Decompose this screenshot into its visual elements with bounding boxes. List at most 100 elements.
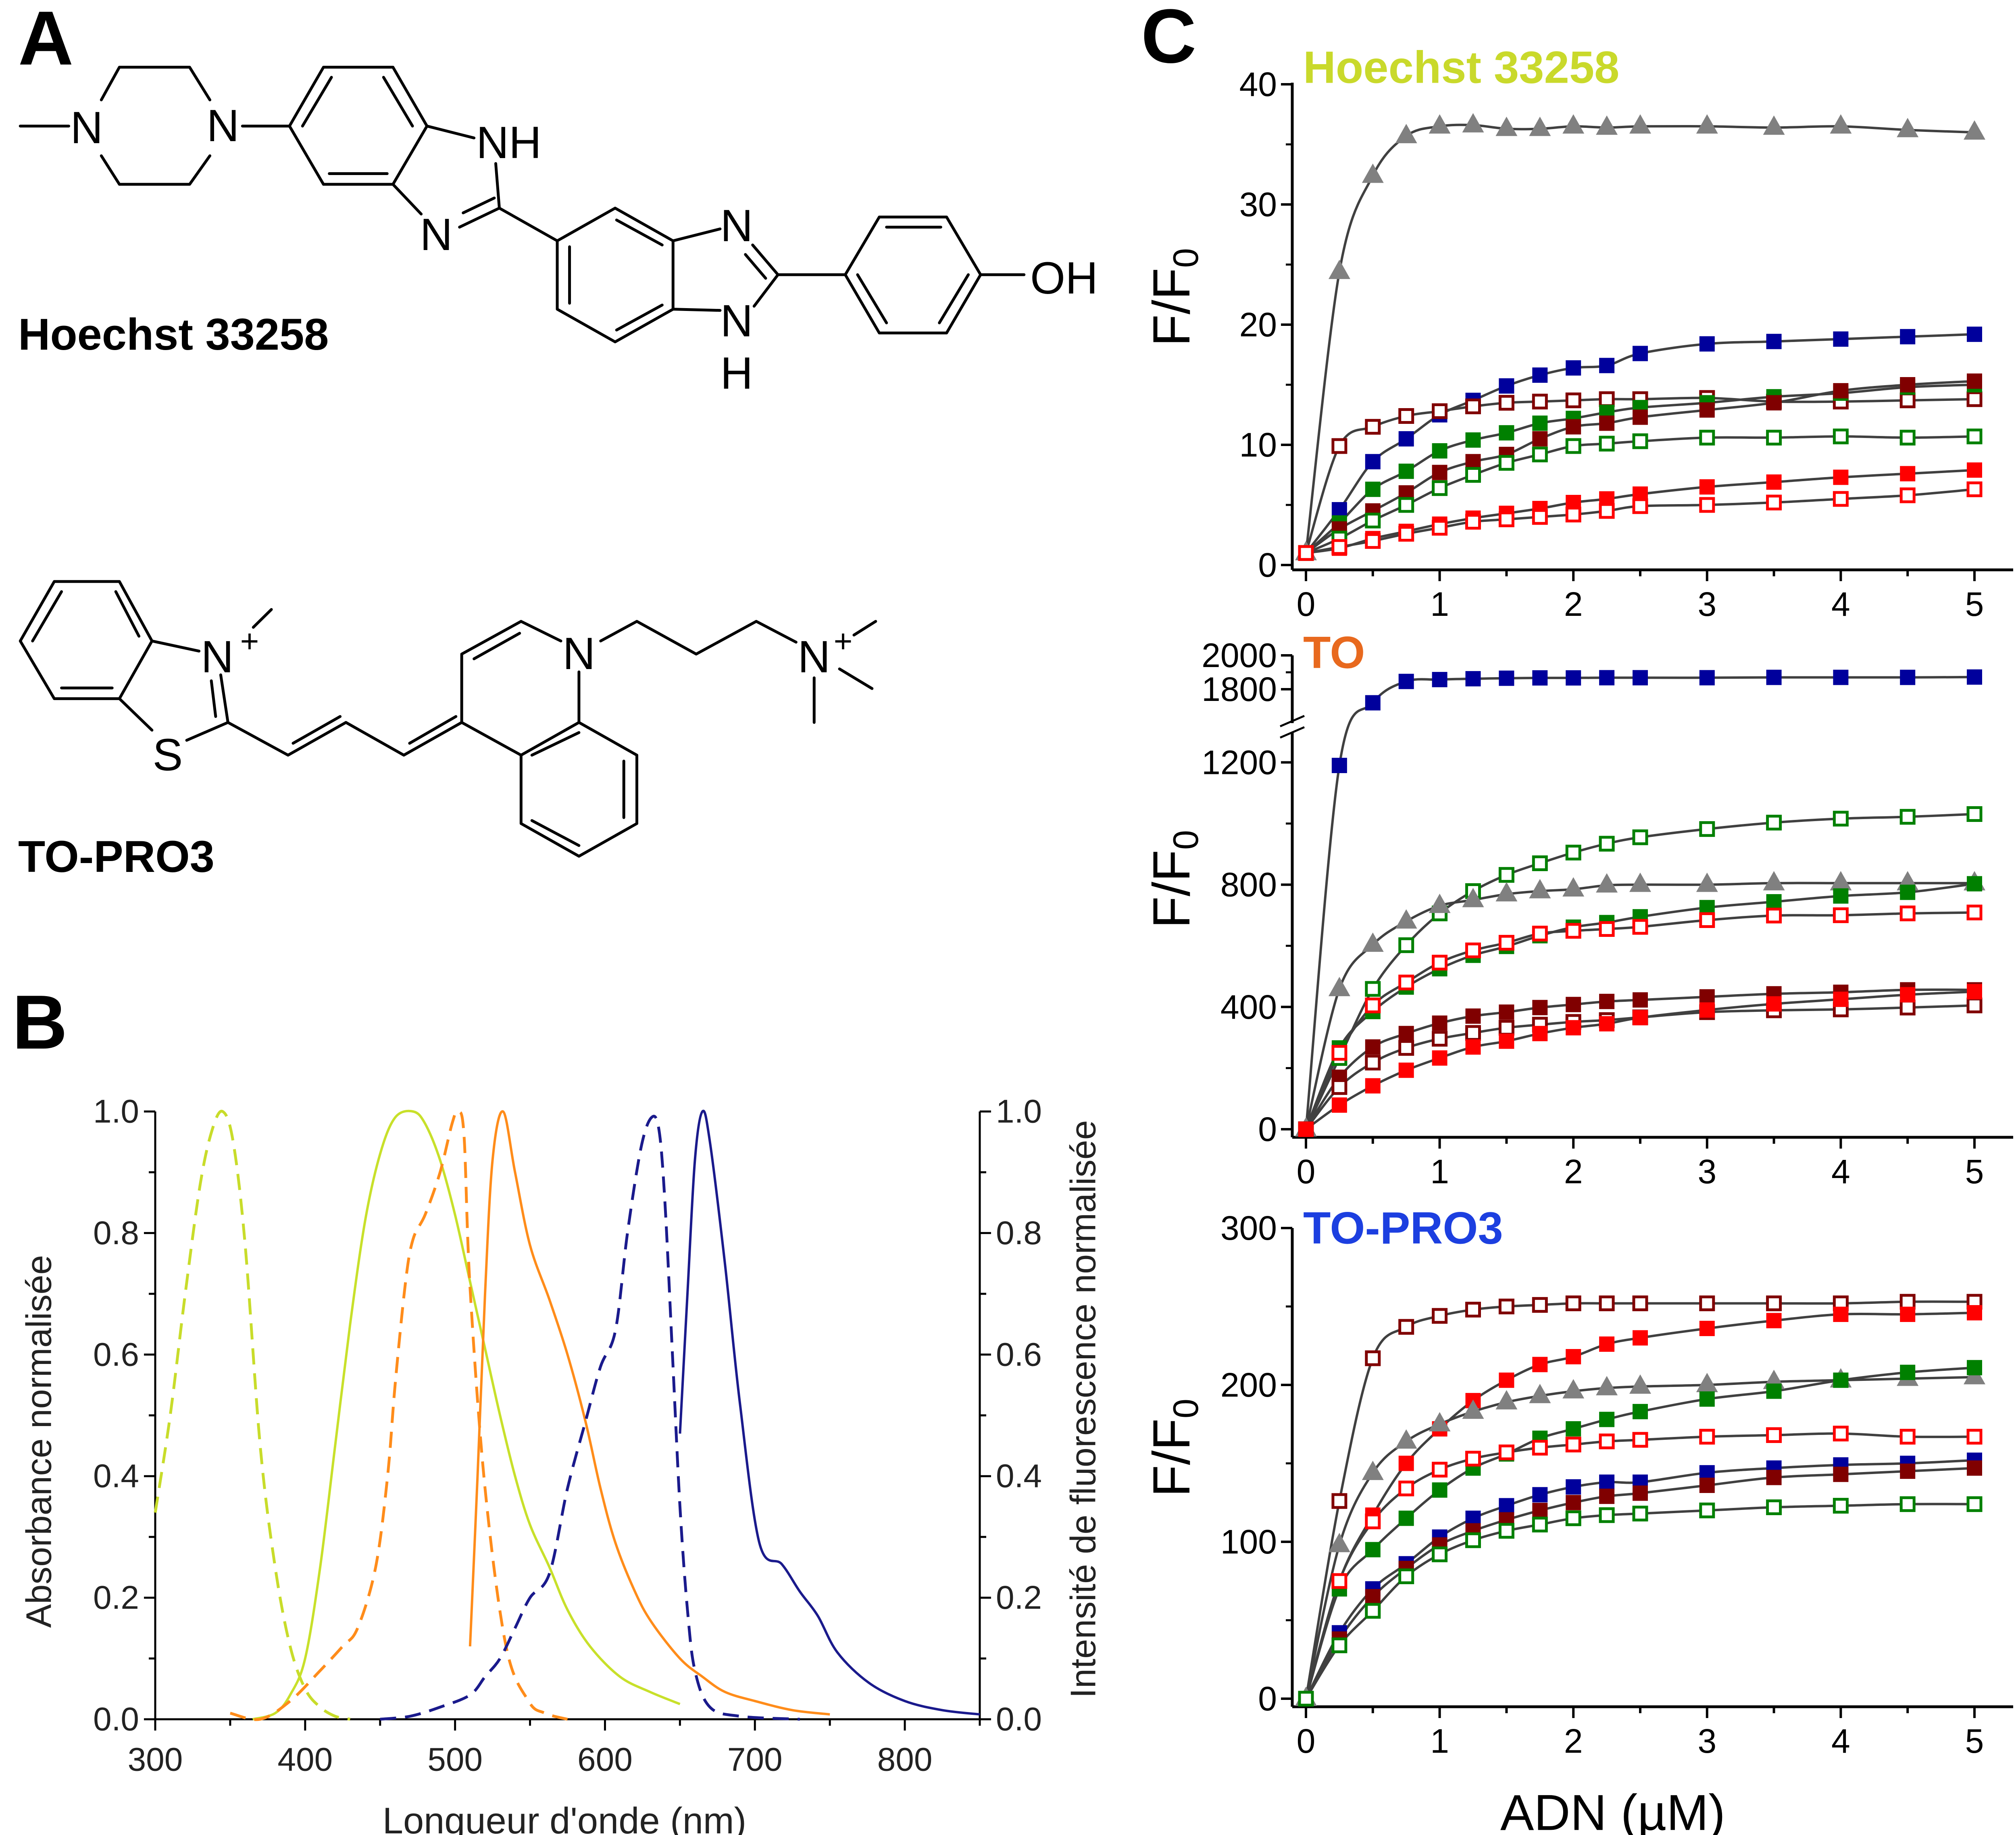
data-point-filled-square [1699,1002,1715,1018]
data-point-triangle [1696,1373,1718,1392]
data-point-open-square [1632,829,1648,845]
y-tick-label-right: 0.8 [996,1215,1042,1251]
data-point-open-square [1766,907,1782,924]
data-point-filled-square [1599,1336,1615,1352]
atom-label: S [152,730,183,780]
to-pro3-structure [20,582,876,856]
data-point-triangle [1328,977,1350,997]
y-tick-label: 0 [1258,1110,1277,1148]
data-point-triangle [1462,113,1484,133]
data-point-open-square [1365,513,1381,529]
data-point-open-square [1966,1428,1983,1445]
data-point-open-square [1532,509,1548,525]
data-point-open-square [1331,1079,1347,1095]
data-point-filled-square [1833,669,1849,685]
data-point-filled-square [1331,1097,1347,1113]
data-point-triangle [1629,114,1651,134]
atom-label: OH [1030,253,1098,303]
data-point-open-square [1599,436,1615,452]
data-point-open-square [1398,1319,1414,1335]
x-tick-label: 3 [1697,585,1716,623]
fit-curve [1305,813,1975,1130]
data-point-filled-square [1532,1000,1548,1016]
y-tick-label: 800 [1220,866,1277,904]
data-point-filled-square [1633,670,1648,686]
data-point-open-square [1398,497,1414,513]
data-point-open-square [1398,1481,1414,1497]
data-point-triangle [1395,1429,1417,1449]
data-point-triangle [1596,1376,1618,1395]
hoechst-33258-absorbance-spectrum [154,1109,351,1721]
data-point-open-square [1532,1440,1548,1456]
data-point-filled-square [1398,674,1414,689]
data-point-triangle [1830,871,1852,890]
data-point-filled-square [1900,669,1916,685]
data-point-open-square [1432,1546,1448,1562]
data-point-triangle [1562,877,1585,897]
data-point-triangle [1596,115,1618,135]
data-point-open-square [1465,398,1481,415]
x-tick-label: 4 [1831,1722,1850,1760]
data-point-open-square [1899,1294,1916,1310]
x-tick-label: 3 [1697,1722,1716,1760]
data-point-open-square [1966,997,1983,1013]
data-point-open-square [1365,981,1381,997]
data-point-triangle [1562,114,1585,134]
data-point-open-square [1699,430,1715,446]
data-point-filled-square [1633,346,1648,361]
data-point-open-square [1833,1498,1849,1514]
data-point-filled-square [1967,373,1982,389]
y-tick-label: 100 [1220,1523,1277,1561]
data-point-filled-square [1900,987,1916,1003]
data-point-filled-square [1365,482,1381,497]
data-point-filled-square [1432,1015,1447,1031]
panel-label-c: C [1141,0,1197,79]
data-point-filled-square [1967,669,1982,685]
data-point-filled-square [1499,1372,1514,1388]
data-point-triangle [1696,114,1718,134]
data-point-filled-square [1699,336,1715,352]
data-point-open-square [1532,394,1548,410]
data-point-open-square [1498,1299,1514,1314]
data-point-open-square [1432,1308,1448,1324]
data-point-filled-square [1599,1412,1615,1427]
hoechst-33258-structure [20,67,1024,342]
y-tick-label: 1.0 [93,1093,139,1130]
data-point-open-square [1699,821,1715,837]
data-point-triangle [1429,893,1451,913]
data-point-open-square [1599,1295,1615,1312]
data-point-open-square [1599,503,1615,519]
data-point-open-square [1532,446,1548,463]
to-pro3-emission-spectrum [679,1109,980,1716]
data-point-open-square [1599,836,1615,852]
data-point-open-square [1298,1691,1314,1707]
x-tick-label: 700 [727,1741,783,1778]
y-tick-label: 400 [1220,988,1277,1026]
data-point-filled-square [1566,1349,1581,1364]
data-point-filled-square [1699,670,1715,686]
data-point-filled-square [1432,1482,1447,1498]
data-point-filled-square [1900,329,1916,344]
data-point-open-square [1699,912,1715,928]
data-point-filled-square [1499,1033,1514,1049]
y-tick-label: 1800 [1202,670,1277,708]
data-point-triangle [1529,117,1551,136]
data-point-filled-square [1465,671,1481,686]
y-tick-label: 0 [1258,1680,1277,1718]
data-point-open-square [1331,1637,1347,1654]
data-point-open-square [1331,539,1347,555]
y-tick-label-right: 0.4 [996,1458,1042,1495]
y-tick-label-right: 0.6 [996,1336,1042,1373]
data-point-filled-square [1432,465,1447,480]
atom-label: N [562,628,596,679]
data-point-filled-square [1365,1542,1381,1558]
data-point-open-square [1632,498,1648,514]
data-point-open-square [1699,1295,1715,1312]
data-point-filled-square [1532,415,1548,431]
data-point-open-square [1398,1568,1414,1585]
y-axis-label: F/F0 [1142,1399,1206,1497]
data-point-open-square [1532,926,1548,942]
y-tick-label-right: 0.0 [996,1701,1042,1738]
data-point-open-square [1899,487,1916,503]
